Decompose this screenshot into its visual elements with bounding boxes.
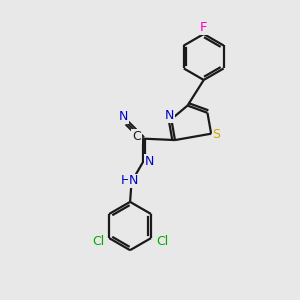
Text: N: N	[119, 110, 128, 123]
Text: C: C	[132, 130, 141, 143]
Text: Cl: Cl	[92, 235, 104, 248]
Text: N: N	[129, 175, 139, 188]
Text: F: F	[200, 21, 208, 34]
Text: Cl: Cl	[156, 235, 168, 248]
Text: N: N	[144, 155, 154, 168]
Text: N: N	[165, 109, 174, 122]
Text: H: H	[120, 175, 130, 188]
Text: S: S	[212, 128, 220, 141]
